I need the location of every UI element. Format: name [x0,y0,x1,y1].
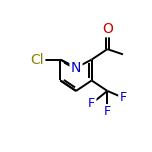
Text: F: F [119,91,127,104]
Text: Cl: Cl [30,53,44,67]
Text: O: O [102,22,113,36]
Text: F: F [104,105,111,118]
Text: N: N [71,61,81,75]
Text: F: F [88,97,95,110]
